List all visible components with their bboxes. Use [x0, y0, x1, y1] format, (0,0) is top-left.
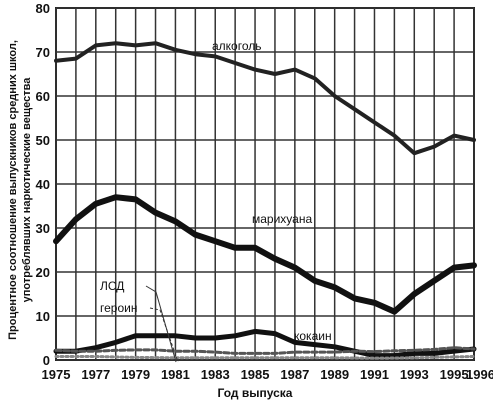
y-axis-title-line-2: употреблявших наркотические вещества — [21, 77, 33, 303]
marijuana-label: марихуана — [252, 212, 312, 226]
y-tick-label: 0 — [43, 353, 50, 368]
y-tick-label: 20 — [36, 265, 50, 280]
x-tick-label: 1993 — [400, 367, 429, 382]
series-line-алкоголь — [54, 41, 476, 156]
x-tick-label: 1996 — [466, 367, 493, 382]
series-line-героин — [54, 355, 476, 360]
x-tick-label: 1983 — [201, 367, 230, 382]
y-tick-label: 60 — [36, 89, 50, 104]
alcohol-label: алкоголь — [212, 39, 262, 53]
x-tick-label: 1977 — [81, 367, 110, 382]
x-tick-label: 1981 — [161, 367, 190, 382]
label-leaders — [145, 285, 179, 363]
x-axis-title: Год выпуска — [218, 386, 293, 400]
lsd-label: ЛСД — [100, 279, 124, 293]
series-lines — [53, 41, 477, 360]
lsd-leader-line — [145, 285, 177, 363]
heroin-leader-line — [149, 307, 179, 363]
x-tick-label: 1987 — [280, 367, 309, 382]
x-tick-label: 1979 — [121, 367, 150, 382]
y-tick-label: 30 — [36, 221, 50, 236]
y-tick-label: 10 — [36, 309, 50, 324]
heroin-label: героин — [100, 301, 137, 315]
x-tick-labels: 1975 1977 1979 1981 1983 1985 1987 1989 1991 1993… — [42, 367, 493, 382]
x-tick-label: 1995 — [440, 367, 469, 382]
grid — [55, 7, 475, 361]
x-tick-label: 1991 — [360, 367, 389, 382]
series-line-ЛСД — [54, 346, 476, 355]
cocaine-label: кокаин — [294, 329, 332, 343]
y-tick-labels: 0 10 20 30 40 50 60 70 80 — [36, 1, 50, 368]
x-tick-label: 1989 — [320, 367, 349, 382]
x-tick-label: 1985 — [241, 367, 270, 382]
series-line-марихуана — [53, 194, 477, 315]
x-tick-label: 1975 — [42, 367, 71, 382]
y-axis-title-line-1: Процентное соотношение выпускников средн… — [7, 40, 19, 340]
y-tick-label: 70 — [36, 45, 50, 60]
y-tick-label: 50 — [36, 133, 50, 148]
y-tick-label: 40 — [36, 177, 50, 192]
y-tick-label: 80 — [36, 1, 50, 16]
series-line-кокаин — [53, 328, 477, 359]
y-axis-title: Процентное соотношение выпускников средн… — [7, 40, 33, 340]
